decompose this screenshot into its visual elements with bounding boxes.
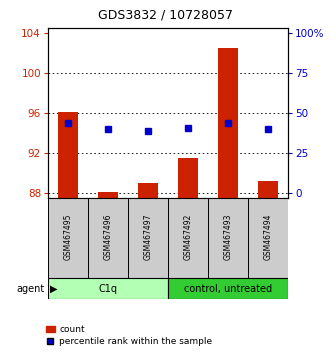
- Text: GSM467495: GSM467495: [64, 213, 72, 260]
- Text: GSM467497: GSM467497: [143, 213, 153, 260]
- Text: ▶: ▶: [50, 284, 57, 293]
- Bar: [48, 198, 88, 278]
- Bar: [178, 158, 198, 198]
- Bar: [168, 198, 208, 278]
- Bar: [258, 181, 278, 198]
- Bar: [98, 192, 118, 198]
- Bar: [248, 198, 288, 278]
- Bar: [88, 198, 128, 278]
- Bar: [48, 278, 168, 299]
- Text: GSM467492: GSM467492: [183, 213, 193, 260]
- Text: GDS3832 / 10728057: GDS3832 / 10728057: [98, 9, 233, 22]
- Bar: [58, 112, 78, 198]
- Text: control, untreated: control, untreated: [184, 284, 272, 293]
- Bar: [138, 183, 158, 198]
- Text: GSM467496: GSM467496: [104, 213, 113, 260]
- Text: agent: agent: [17, 284, 45, 293]
- Text: GSM467493: GSM467493: [223, 213, 232, 260]
- Text: C1q: C1q: [99, 284, 118, 293]
- Bar: [128, 198, 168, 278]
- Legend: count, percentile rank within the sample: count, percentile rank within the sample: [46, 325, 213, 346]
- Text: GSM467494: GSM467494: [263, 213, 272, 260]
- Bar: [218, 48, 238, 198]
- Bar: [208, 198, 248, 278]
- Bar: [168, 278, 288, 299]
